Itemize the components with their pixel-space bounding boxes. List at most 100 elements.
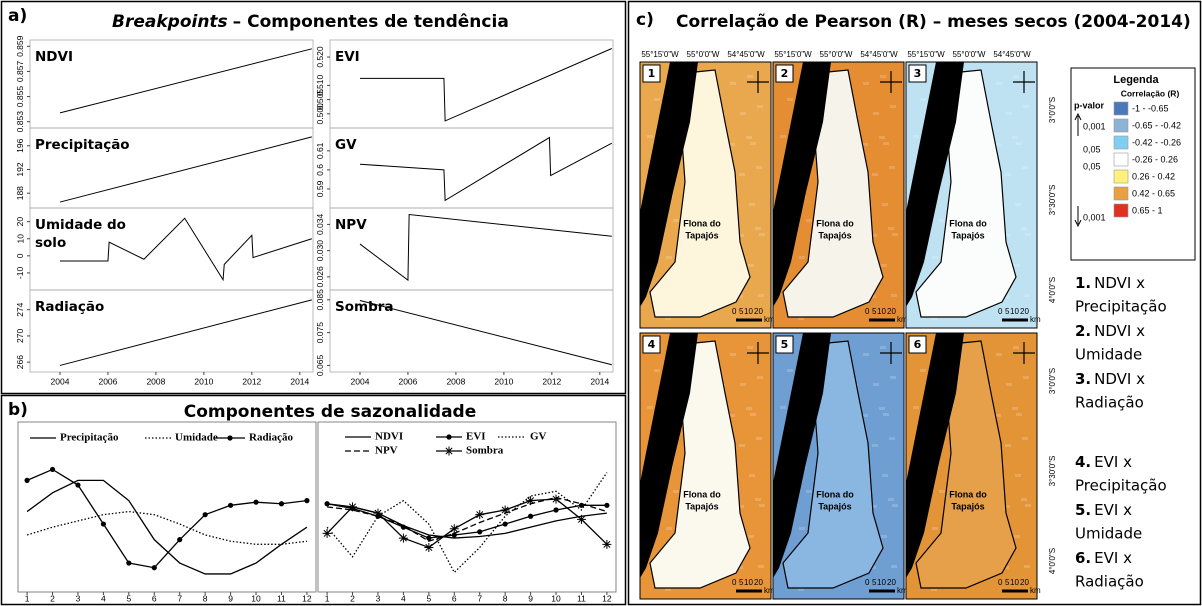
legend-swatch — [1114, 102, 1128, 115]
caption-line: 3.NDVI x — [1075, 370, 1145, 388]
marker — [177, 537, 182, 542]
x-tick-label: 2 — [50, 593, 55, 603]
panel-label: b) — [8, 400, 28, 420]
map-texture — [1006, 112, 1012, 115]
map-texture — [1015, 203, 1021, 206]
map-texture — [1016, 142, 1022, 145]
scale-label: 0 — [865, 307, 870, 316]
caption-text: NDVI x — [1094, 322, 1145, 340]
place-label: Flona do — [816, 218, 854, 228]
y-tick-label: 0.855 — [15, 86, 25, 108]
map-number: 4 — [648, 338, 656, 351]
marker — [253, 500, 258, 505]
map-texture — [759, 504, 765, 507]
map-texture — [1012, 407, 1018, 410]
lat-label: 3°30'0"S — [1048, 185, 1057, 216]
map-texture — [892, 504, 898, 507]
y-tick-label: 192 — [15, 162, 25, 176]
x-tick-label: 4 — [401, 593, 406, 603]
lon-label: 55°15'0"W — [774, 50, 812, 59]
caption-line: Precipitação — [1075, 298, 1167, 316]
marker — [203, 512, 208, 517]
caption-text: NDVI x — [1094, 274, 1145, 292]
x-tick-label: 2004 — [351, 376, 370, 386]
map-texture — [996, 353, 1002, 356]
plot-title: GV — [335, 137, 357, 153]
marker — [553, 507, 558, 512]
series-line — [360, 301, 612, 365]
map-texture — [673, 490, 679, 493]
place-label: Flona do — [949, 218, 987, 228]
map-texture — [739, 173, 745, 176]
map-texture — [730, 82, 736, 85]
marker — [373, 509, 382, 518]
panel-a-frame — [2, 2, 626, 394]
lon-label: 54°45'0"W — [860, 50, 898, 59]
legend-swatch — [1114, 153, 1128, 166]
map-texture — [739, 444, 745, 447]
y-tick-label: 0.6 — [315, 164, 325, 176]
plot-frame — [18, 422, 316, 592]
plot-frame — [330, 128, 613, 208]
x-tick-label: 9 — [228, 593, 233, 603]
x-tick-label: 2010 — [194, 376, 213, 386]
scale-unit: km — [1030, 586, 1041, 595]
series-line — [360, 49, 612, 121]
plot-title: Radiação — [35, 299, 104, 315]
legend-swatch — [1114, 170, 1128, 183]
place-label: Flona do — [683, 218, 721, 228]
title-rest: – Componentes de tendência — [233, 12, 509, 32]
series-line — [327, 473, 607, 573]
scale-label: 10 — [744, 578, 753, 587]
map-texture — [748, 264, 754, 267]
lon-label: 55°0'0"W — [820, 50, 853, 59]
marker — [526, 496, 535, 505]
map-texture — [1014, 535, 1020, 538]
y-tick-label: 0.857 — [15, 61, 25, 83]
y-tick-label: 0.075 — [315, 322, 325, 344]
panel-title: Breakpoints– Componentes de tendência — [112, 12, 509, 32]
x-tick-label: 2010 — [494, 376, 513, 386]
map-texture — [879, 136, 885, 139]
panel-label: c) — [636, 10, 654, 30]
caption-text: EVI x — [1094, 501, 1132, 519]
place-label: Tapajós — [685, 501, 718, 511]
map-texture — [654, 369, 660, 372]
scale-unit: km — [1030, 315, 1041, 324]
p-value-label: 0,001 — [1083, 121, 1106, 131]
x-tick-label: 1 — [325, 593, 330, 603]
marker — [399, 534, 408, 543]
series-line — [27, 512, 307, 545]
legend-label: Radiação — [249, 432, 294, 444]
caption-line: 4.EVI x — [1075, 453, 1132, 471]
marker — [445, 447, 454, 456]
y-tick-label: 0.61 — [315, 142, 325, 159]
scale-label: 20 — [1020, 578, 1029, 587]
place-label: Flona do — [816, 489, 854, 499]
lon-label: 55°0'0"W — [953, 50, 986, 59]
scale-label: 10 — [877, 307, 886, 316]
map-texture — [647, 135, 653, 138]
x-tick-label: 10 — [551, 593, 561, 603]
y-tick-label: 0.853 — [15, 111, 25, 133]
place-label: Tapajós — [951, 501, 984, 511]
map-texture — [920, 369, 926, 372]
place-label: Tapajós — [818, 501, 851, 511]
x-tick-label: 3 — [376, 593, 381, 603]
map-texture — [882, 203, 888, 206]
legend-label: Sombra — [466, 445, 504, 457]
map-texture — [787, 98, 793, 101]
marker — [348, 502, 357, 511]
map-texture — [891, 565, 897, 568]
map-texture — [1006, 383, 1012, 386]
y-tick-label: 10 — [15, 234, 25, 244]
scale-label: 20 — [1020, 307, 1029, 316]
map-texture — [1021, 227, 1027, 230]
marker — [304, 498, 309, 503]
series-line — [360, 215, 612, 281]
map-number: 5 — [781, 338, 789, 351]
legend-label: Precipitação — [60, 432, 119, 444]
x-tick-label: 2008 — [146, 376, 165, 386]
map-texture — [939, 219, 945, 222]
lat-label: 3°30'0"S — [1048, 456, 1057, 487]
